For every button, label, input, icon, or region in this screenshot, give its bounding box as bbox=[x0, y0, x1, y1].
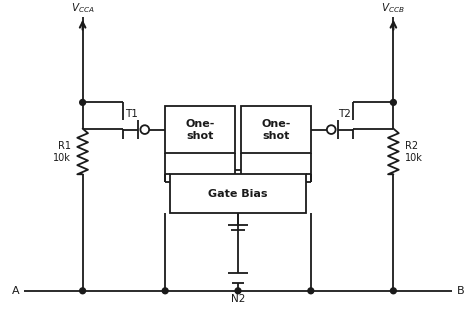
Bar bbox=[165, 106, 235, 153]
Text: T2: T2 bbox=[338, 109, 351, 119]
Circle shape bbox=[235, 288, 241, 294]
Text: shot: shot bbox=[187, 131, 214, 142]
Bar bbox=[241, 106, 311, 153]
Bar bbox=[170, 174, 306, 213]
Text: B: B bbox=[456, 286, 464, 296]
Text: A: A bbox=[12, 286, 20, 296]
Text: shot: shot bbox=[262, 131, 289, 142]
Text: 10k: 10k bbox=[405, 153, 423, 163]
Text: Gate Bias: Gate Bias bbox=[208, 189, 268, 199]
Text: $V_{CCB}$: $V_{CCB}$ bbox=[381, 1, 405, 15]
Text: N2: N2 bbox=[231, 294, 245, 304]
Text: One-: One- bbox=[186, 119, 215, 129]
Text: 10k: 10k bbox=[53, 153, 71, 163]
Text: $V_{CCA}$: $V_{CCA}$ bbox=[71, 1, 94, 15]
Circle shape bbox=[327, 125, 336, 134]
Text: R1: R1 bbox=[58, 141, 71, 151]
Circle shape bbox=[162, 288, 168, 294]
Circle shape bbox=[390, 100, 397, 105]
Text: R2: R2 bbox=[405, 141, 418, 151]
Circle shape bbox=[308, 288, 314, 294]
Circle shape bbox=[79, 288, 86, 294]
Circle shape bbox=[390, 288, 397, 294]
Circle shape bbox=[79, 100, 86, 105]
Circle shape bbox=[140, 125, 149, 134]
Text: T1: T1 bbox=[125, 109, 138, 119]
Text: One-: One- bbox=[261, 119, 290, 129]
